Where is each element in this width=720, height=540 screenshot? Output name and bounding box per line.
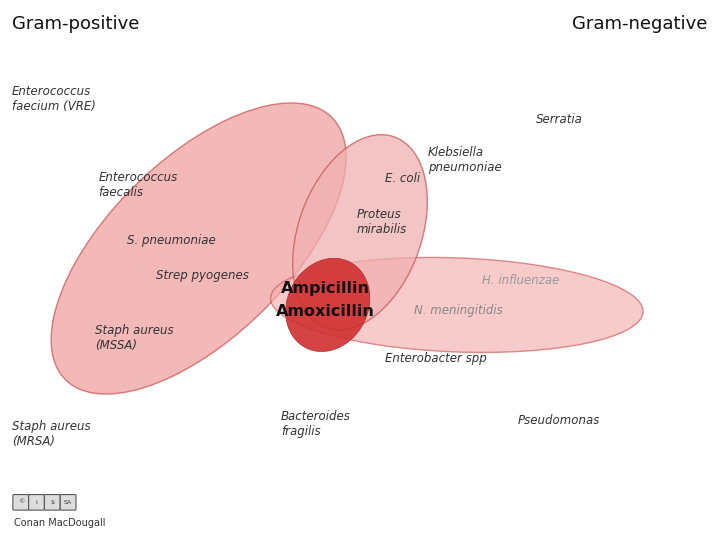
FancyBboxPatch shape <box>45 495 60 510</box>
Text: Enterococcus
faecalis: Enterococcus faecalis <box>98 171 177 199</box>
Text: Enterococcus
faecium (VRE): Enterococcus faecium (VRE) <box>12 85 96 113</box>
Ellipse shape <box>293 134 427 330</box>
Text: Conan MacDougall: Conan MacDougall <box>14 518 106 528</box>
Text: Enterobacter spp: Enterobacter spp <box>385 352 487 365</box>
Text: Gram-positive: Gram-positive <box>12 15 140 33</box>
Text: Ampicillin: Ampicillin <box>281 281 370 296</box>
Ellipse shape <box>271 258 643 353</box>
Text: $: $ <box>50 500 54 505</box>
Text: N. meningitidis: N. meningitidis <box>414 304 503 317</box>
Text: Proteus
mirabilis: Proteus mirabilis <box>356 208 407 236</box>
Text: Bacteroides
fragilis: Bacteroides fragilis <box>281 410 351 438</box>
Ellipse shape <box>286 258 370 352</box>
Text: Klebsiella
pneumoniae: Klebsiella pneumoniae <box>428 146 502 174</box>
Text: Strep pyogenes: Strep pyogenes <box>156 269 248 282</box>
Text: ©: © <box>17 500 24 505</box>
Ellipse shape <box>51 103 346 394</box>
Text: SA: SA <box>64 500 72 505</box>
FancyBboxPatch shape <box>60 495 76 510</box>
FancyBboxPatch shape <box>13 495 29 510</box>
Text: Staph aureus
(MRSA): Staph aureus (MRSA) <box>12 421 91 448</box>
Text: Amoxicillin: Amoxicillin <box>276 305 375 319</box>
Text: Staph aureus
(MSSA): Staph aureus (MSSA) <box>94 323 174 352</box>
Text: Pseudomonas: Pseudomonas <box>518 414 600 427</box>
Text: H. influenzae: H. influenzae <box>482 274 559 287</box>
Text: Serratia: Serratia <box>536 113 582 126</box>
Text: S. pneumoniae: S. pneumoniae <box>127 234 216 247</box>
Text: Gram-negative: Gram-negative <box>572 15 708 33</box>
Text: i: i <box>36 500 37 505</box>
Text: E. coli: E. coli <box>385 172 420 185</box>
FancyBboxPatch shape <box>29 495 45 510</box>
